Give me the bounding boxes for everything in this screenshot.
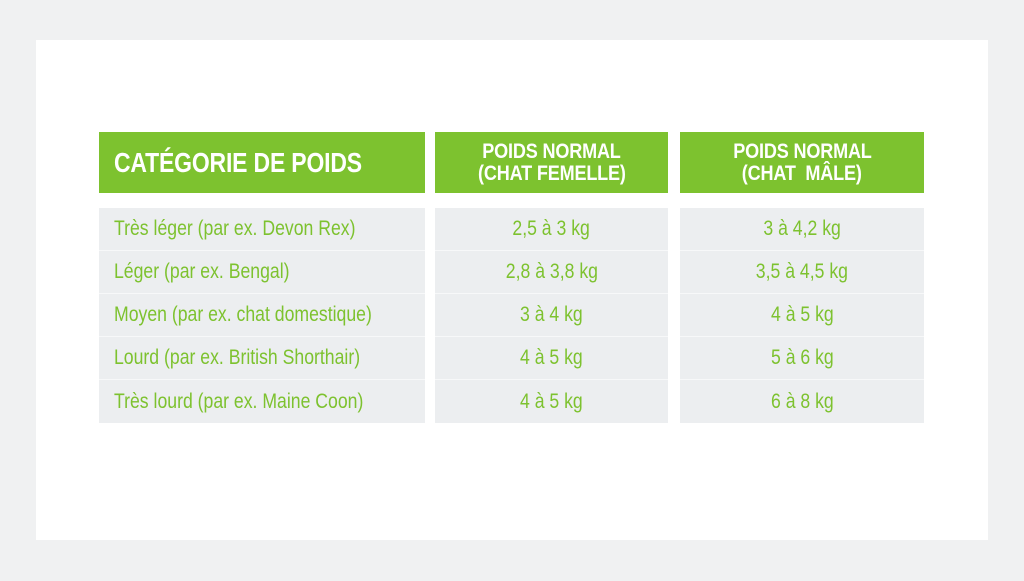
female-weight-cell: 4 à 5 kg — [520, 389, 583, 413]
table-row: 3 à 4,2 kg — [680, 208, 924, 251]
category-cell: Lourd (par ex. British Shorthair) — [114, 346, 361, 369]
category-cell: Très léger (par ex. Devon Rex) — [114, 217, 356, 240]
male-weight-cell: 4 à 5 kg — [770, 303, 834, 326]
table-row: 4 à 5 kg — [680, 294, 924, 337]
table-row: Très lourd (par ex. Maine Coon) — [99, 380, 425, 423]
female-weight-body: 2,5 à 3 kg 2,8 à 3,8 kg 3 à 4 kg 4 à 5 k… — [435, 208, 668, 423]
table-row: 2,5 à 3 kg — [435, 208, 668, 251]
category-cell: Moyen (par ex. chat domestique) — [114, 303, 372, 326]
category-body: Très léger (par ex. Devon Rex) Léger (pa… — [99, 208, 425, 423]
category-header: CATÉGORIE DE POIDS — [99, 132, 425, 193]
male-header-line1: POIDS NORMAL — [732, 139, 872, 163]
category-cell: Léger (par ex. Bengal) — [114, 260, 290, 283]
table-row: Lourd (par ex. British Shorthair) — [99, 337, 425, 380]
table-row: Moyen (par ex. chat domestique) — [99, 294, 425, 337]
female-weight-header: POIDS NORMAL (CHAT FEMELLE) — [435, 132, 668, 193]
table-row: 6 à 8 kg — [680, 380, 924, 423]
male-weight-header: POIDS NORMAL (CHAT MÂLE) — [680, 132, 924, 193]
male-weight-cell: 3,5 à 4,5 kg — [755, 260, 849, 283]
table-row: Très léger (par ex. Devon Rex) — [99, 208, 425, 251]
female-weight-cell: 2,8 à 3,8 kg — [505, 260, 598, 283]
table-row: 4 à 5 kg — [435, 337, 668, 380]
table-row: 4 à 5 kg — [435, 380, 668, 423]
female-weight-cell: 4 à 5 kg — [520, 346, 583, 369]
female-header-line1: POIDS NORMAL — [482, 139, 621, 163]
female-header-line2: (CHAT FEMELLE) — [477, 161, 626, 185]
male-weight-cell: 6 à 8 kg — [770, 389, 834, 413]
category-cell: Très lourd (par ex. Maine Coon) — [114, 389, 364, 413]
category-header-label: CATÉGORIE DE POIDS — [114, 146, 362, 178]
female-weight-column: POIDS NORMAL (CHAT FEMELLE) 2,5 à 3 kg 2… — [435, 132, 668, 423]
table-row: 3 à 4 kg — [435, 294, 668, 337]
table-row: 5 à 6 kg — [680, 337, 924, 380]
table-row: Léger (par ex. Bengal) — [99, 251, 425, 294]
category-column: CATÉGORIE DE POIDS Très léger (par ex. D… — [99, 132, 425, 423]
male-weight-column: POIDS NORMAL (CHAT MÂLE) 3 à 4,2 kg 3,5 … — [680, 132, 924, 423]
weight-table-card: CATÉGORIE DE POIDS Très léger (par ex. D… — [36, 40, 988, 540]
female-weight-cell: 3 à 4 kg — [520, 303, 583, 326]
male-weight-cell: 5 à 6 kg — [770, 346, 834, 369]
male-header-line2: (CHAT MÂLE) — [742, 161, 862, 185]
male-weight-cell: 3 à 4,2 kg — [763, 217, 841, 240]
female-weight-cell: 2,5 à 3 kg — [512, 217, 591, 240]
table-row: 3,5 à 4,5 kg — [680, 251, 924, 294]
table-row: 2,8 à 3,8 kg — [435, 251, 668, 294]
male-weight-body: 3 à 4,2 kg 3,5 à 4,5 kg 4 à 5 kg 5 à 6 k… — [680, 208, 924, 423]
